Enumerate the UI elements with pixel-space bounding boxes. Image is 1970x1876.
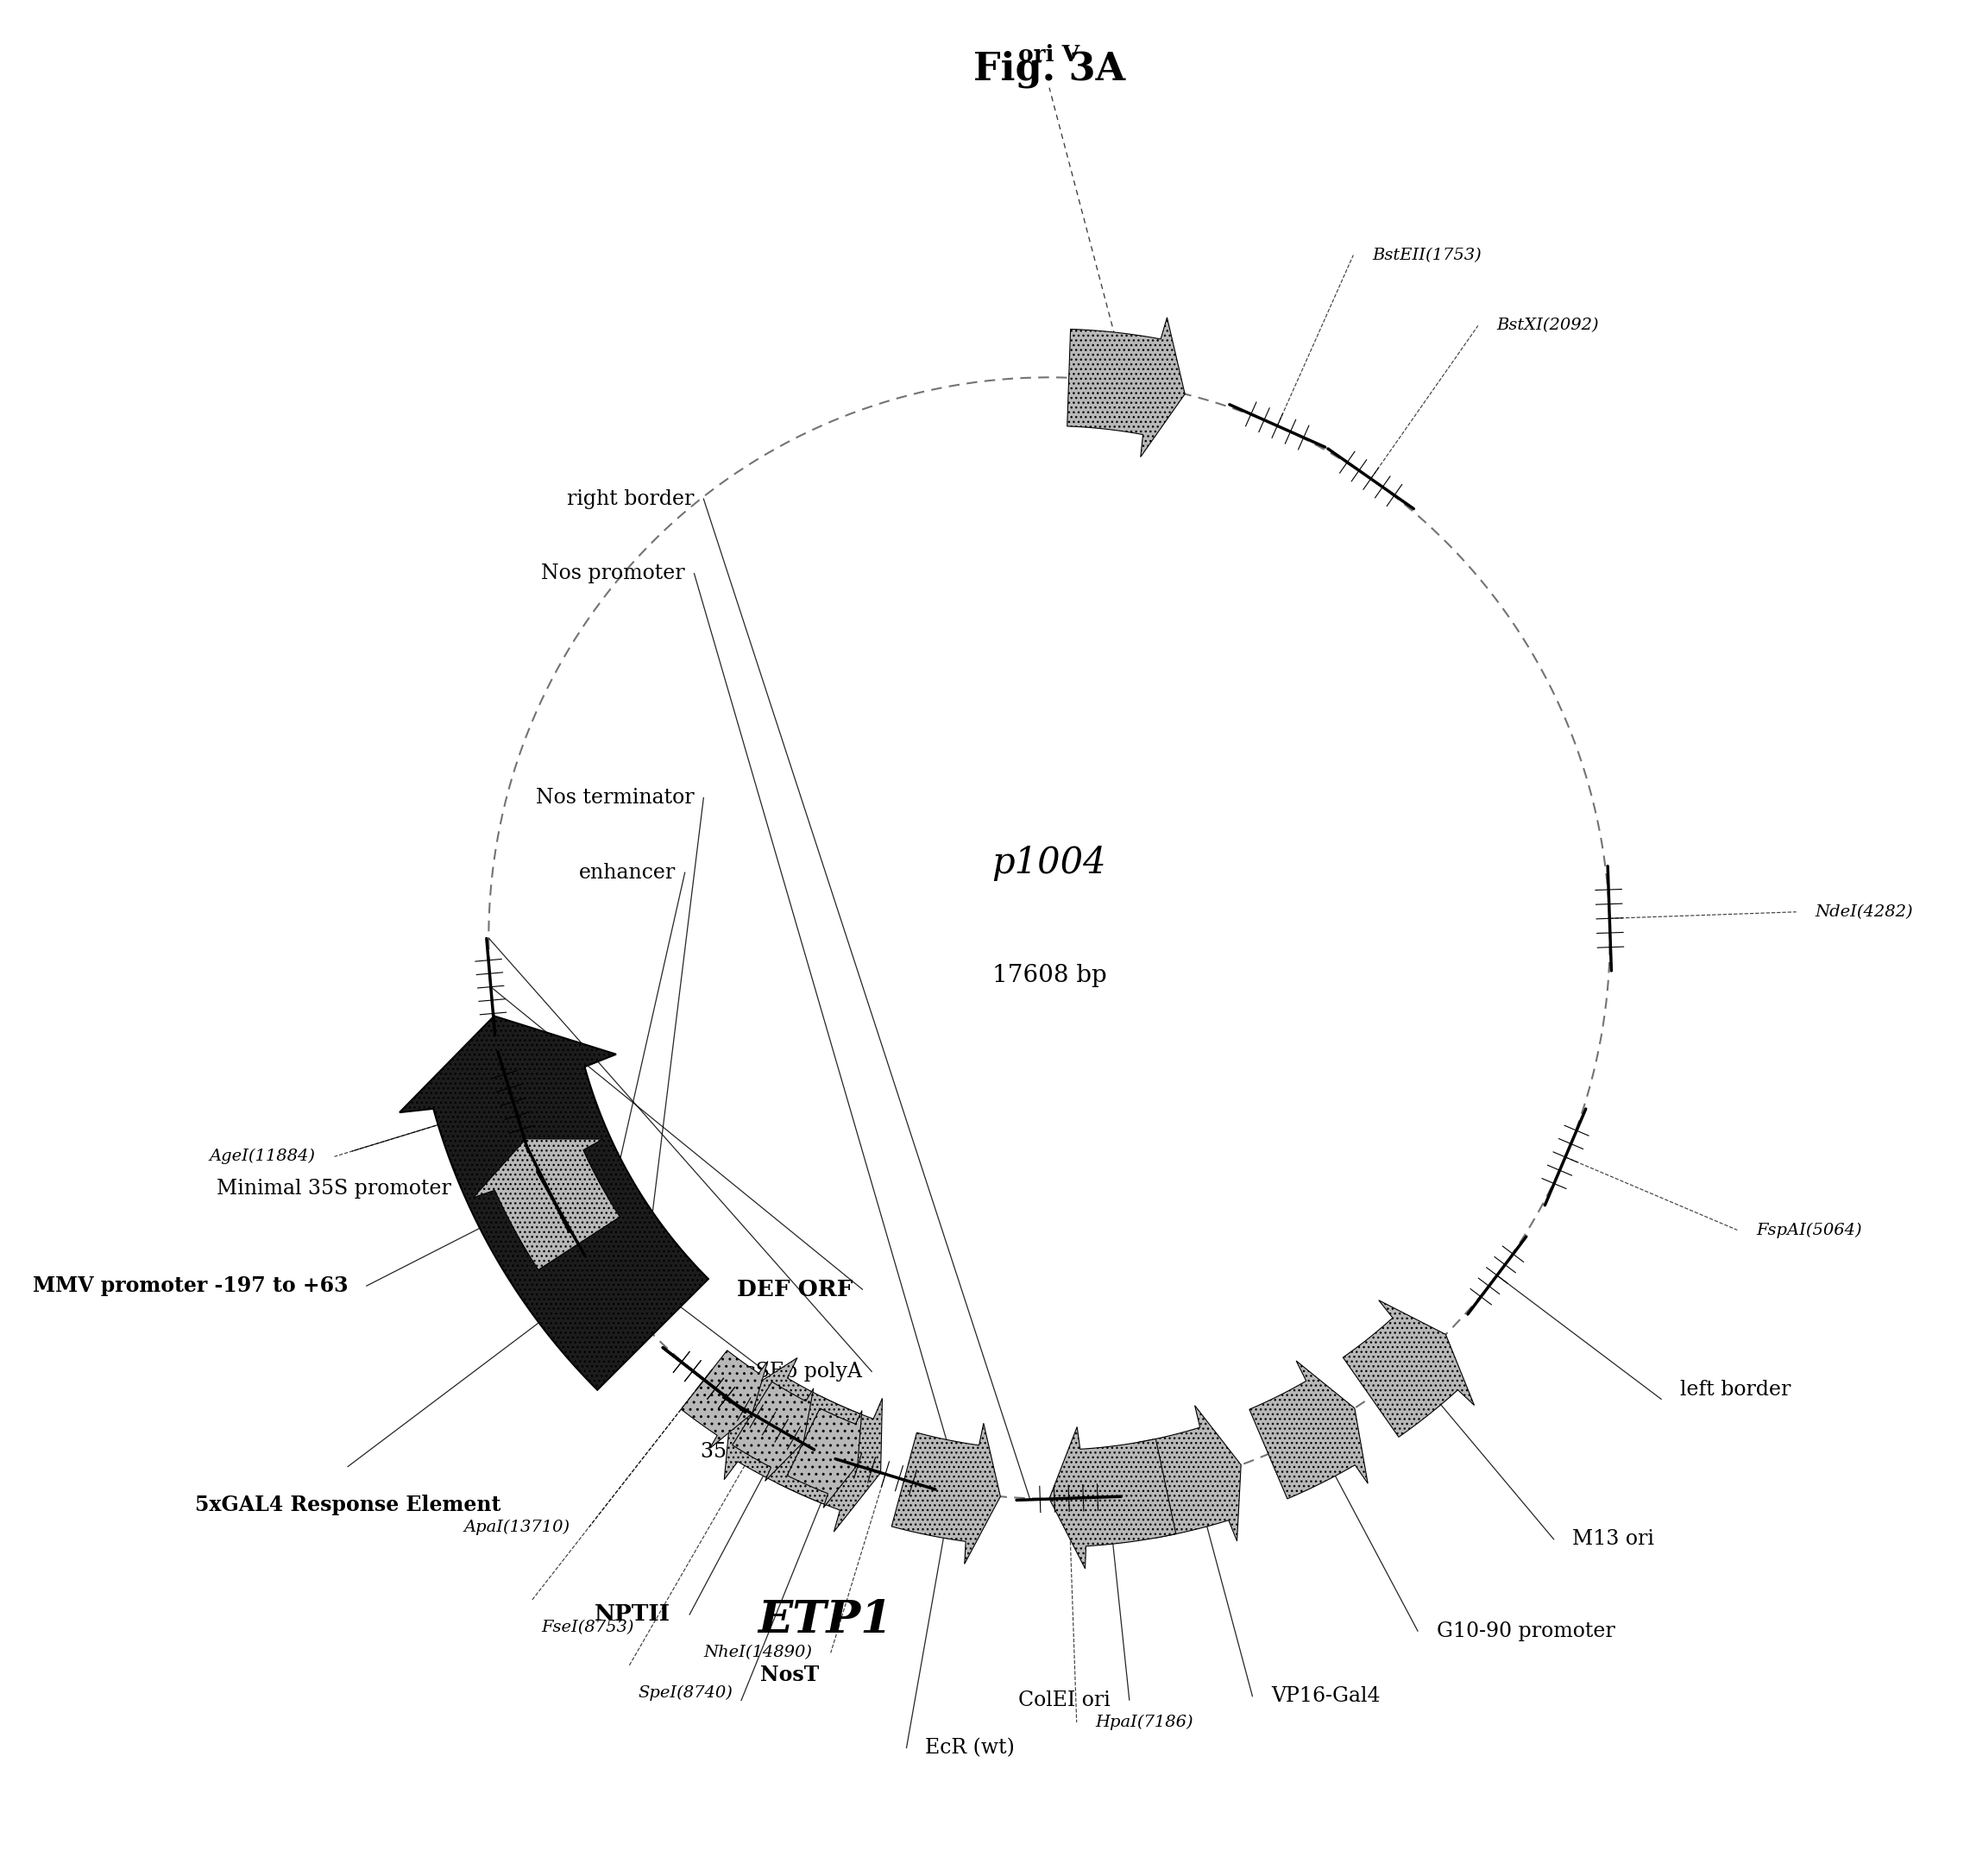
Polygon shape (1139, 1405, 1241, 1540)
Text: right border: right border (567, 490, 693, 508)
Text: p1004: p1004 (993, 844, 1107, 882)
Text: Nos promoter: Nos promoter (542, 563, 686, 583)
Text: M13 ori: M13 ori (1572, 1529, 1655, 1550)
Polygon shape (1344, 1300, 1474, 1437)
Text: EcR (wt): EcR (wt) (926, 1737, 1015, 1758)
Text: 5xGAL4 Response Element: 5xGAL4 Response Element (195, 1495, 500, 1516)
Polygon shape (1068, 317, 1184, 458)
Text: VP16-Gal4: VP16-Gal4 (1271, 1687, 1381, 1705)
Text: FseI(8753): FseI(8753) (542, 1619, 634, 1634)
Text: ori V: ori V (1018, 43, 1080, 66)
Text: Nos terminator: Nos terminator (536, 788, 693, 809)
Polygon shape (725, 1358, 861, 1505)
Polygon shape (788, 1409, 863, 1508)
Text: G10-90 promoter: G10-90 promoter (1436, 1621, 1615, 1642)
Text: rbcSEp polyA: rbcSEp polyA (721, 1362, 863, 1381)
Text: ColEI ori: ColEI ori (1018, 1690, 1111, 1709)
Text: ETP1: ETP1 (758, 1598, 892, 1642)
Text: ApaI(13710): ApaI(13710) (465, 1520, 571, 1535)
Text: NdeI(4282): NdeI(4282) (1814, 904, 1913, 919)
Polygon shape (400, 1017, 709, 1390)
Text: FspAI(5064): FspAI(5064) (1755, 1221, 1862, 1238)
Polygon shape (473, 1139, 621, 1270)
Text: HpaI(7186): HpaI(7186) (1095, 1715, 1194, 1730)
Text: AgeI(11884): AgeI(11884) (209, 1148, 315, 1165)
Text: SpeI(8740): SpeI(8740) (638, 1685, 733, 1702)
Text: left border: left border (1680, 1381, 1791, 1399)
Text: 17608 bp: 17608 bp (993, 964, 1107, 987)
Text: 35S Terminator: 35S Terminator (701, 1443, 863, 1461)
Polygon shape (682, 1351, 768, 1448)
Text: DEF ORF: DEF ORF (737, 1279, 853, 1300)
Polygon shape (778, 1396, 883, 1533)
Text: BstEII(1753): BstEII(1753) (1371, 248, 1481, 263)
Polygon shape (892, 1424, 1001, 1565)
Text: Fig. 3A: Fig. 3A (973, 51, 1125, 88)
Polygon shape (1050, 1428, 1176, 1568)
Text: NosT: NosT (760, 1664, 820, 1685)
Polygon shape (733, 1383, 814, 1480)
Text: enhancer: enhancer (579, 863, 676, 882)
Text: MMV promoter -197 to +63: MMV promoter -197 to +63 (33, 1276, 349, 1296)
Text: Minimal 35S promoter: Minimal 35S promoter (217, 1180, 451, 1199)
Polygon shape (1249, 1360, 1367, 1499)
Text: BstXI(2092): BstXI(2092) (1497, 317, 1600, 334)
Text: NPTII: NPTII (595, 1604, 672, 1625)
Text: NheI(14890): NheI(14890) (703, 1645, 812, 1660)
